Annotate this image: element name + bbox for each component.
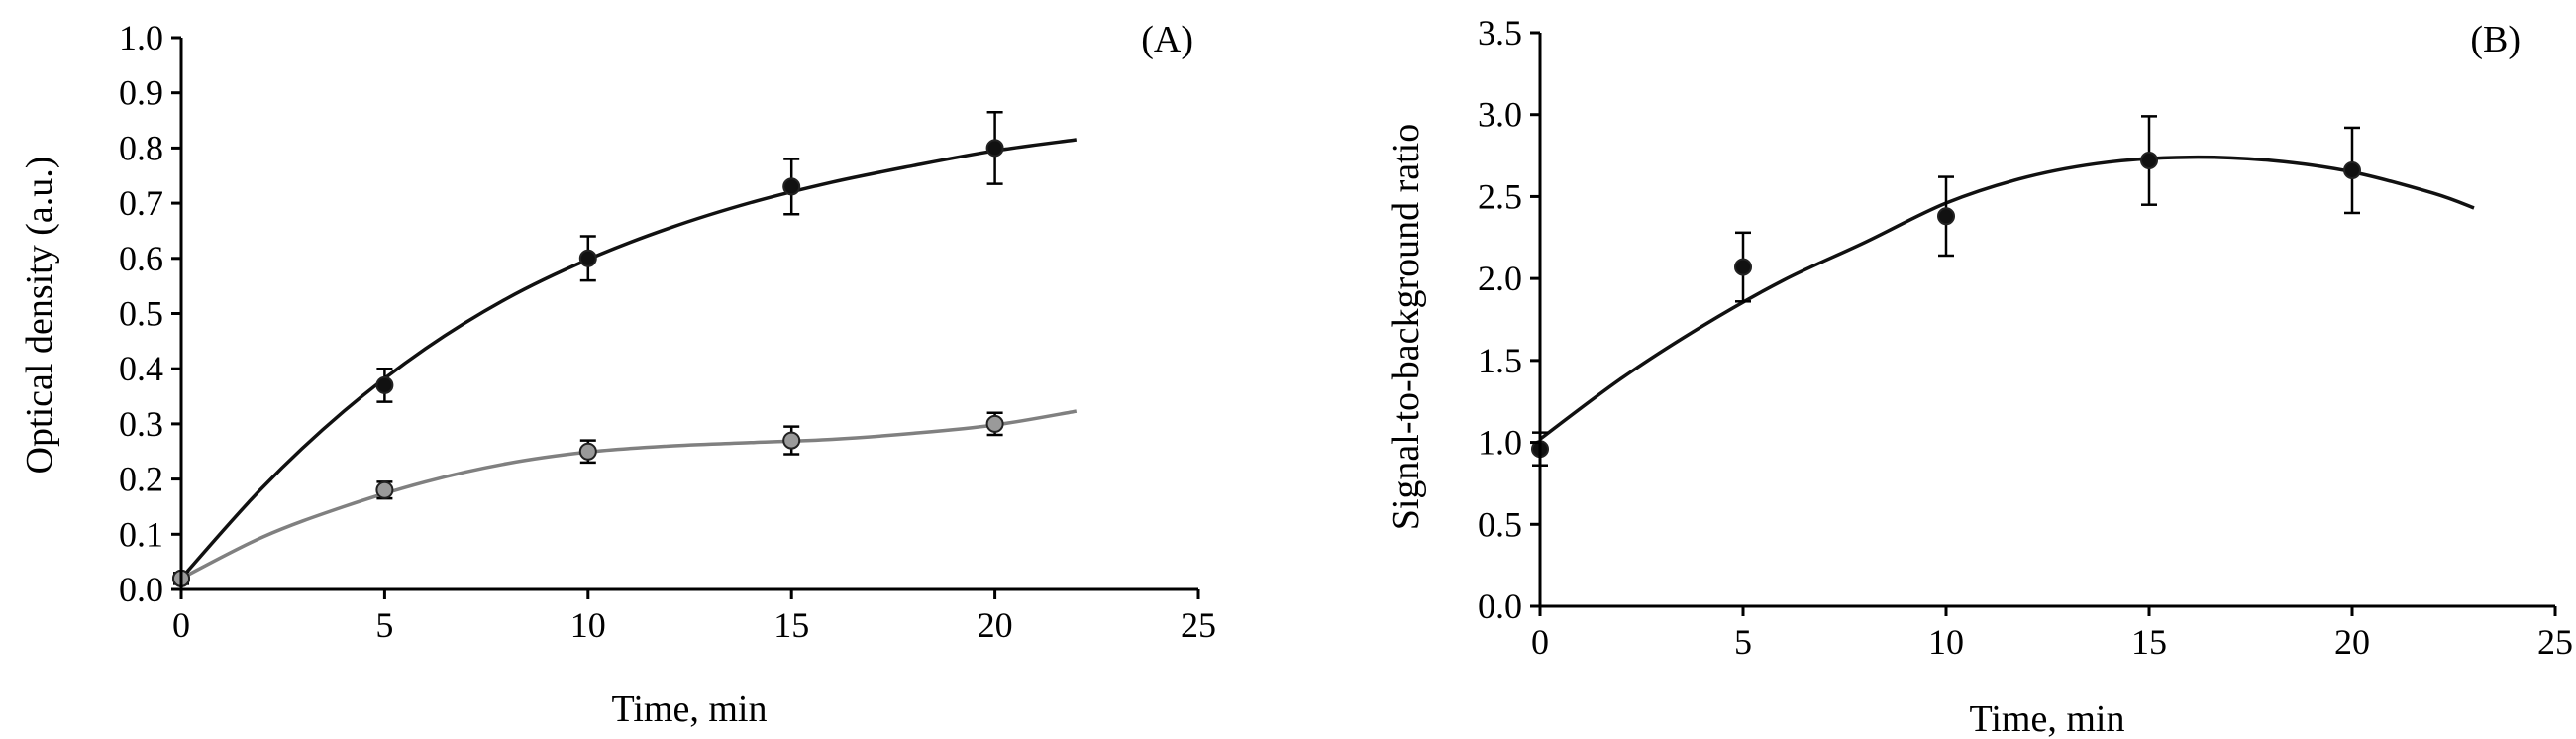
panel-b-x-axis-title: Time, min bbox=[1970, 698, 2125, 739]
panel-a-y-ticks: 0.0 0.1 0.2 0.3 0.4 0.5 0.6 0.7 0.8 0.9 1.0 bbox=[119, 18, 181, 609]
panel-a-y-tick-label: 0.5 bbox=[119, 294, 163, 334]
panel-b-y-tick-label: 2.0 bbox=[1478, 259, 1522, 298]
panel-a-series-1-data-point bbox=[578, 442, 597, 461]
panel-b-y-tick-label: 1.0 bbox=[1478, 423, 1522, 463]
panel-b-label: (B) bbox=[2470, 19, 2521, 60]
panel-b-y-axis-title: Signal-to-background ratio bbox=[1386, 124, 1427, 531]
panel-a-x-tick-label: 20 bbox=[978, 605, 1013, 645]
panel-a-y-tick-label: 0.8 bbox=[119, 128, 163, 167]
panel-a-x-tick-label: 15 bbox=[773, 605, 809, 645]
panel-a-series-0-data-point bbox=[375, 375, 394, 394]
panel-a-y-axis-title: Optical density (a.u.) bbox=[19, 157, 60, 475]
panel-a-x-tick-label: 10 bbox=[570, 605, 606, 645]
panel-b-plot-layer bbox=[1531, 115, 2475, 467]
panel-b-x-ticks: 0 5 10 15 20 25 bbox=[1531, 606, 2573, 662]
panel-a-x-tick-label: 25 bbox=[1181, 605, 1216, 645]
panel-a-x-axis-title: Time, min bbox=[612, 688, 768, 730]
panel-a-label: (A) bbox=[1141, 19, 1193, 60]
panel-a-y-tick-label: 0.2 bbox=[119, 460, 163, 499]
panel-b-series-0-data-point bbox=[2140, 152, 2158, 170]
panel-a-series-1-data-point bbox=[985, 414, 1004, 433]
panel-b-series-0-data-point bbox=[2343, 160, 2361, 179]
panel-b-x-tick-label: 15 bbox=[2131, 622, 2167, 662]
chart-panel-b: 0 5 10 15 20 25 0.0 0.5 1.0 1.5 2.0 2.5 3.0 3.5 Time… bbox=[1386, 13, 2573, 739]
panel-b-y-tick-label: 0.5 bbox=[1478, 504, 1522, 544]
panel-b-x-tick-label: 20 bbox=[2334, 622, 2370, 662]
panel-a-y-tick-label: 1.0 bbox=[119, 18, 163, 57]
panel-b-y-tick-label: 1.5 bbox=[1478, 341, 1522, 380]
chart-panel-a: 0 5 10 15 20 25 0.00.10.20.30.40.50.60.70.80.… bbox=[19, 18, 1216, 730]
panel-a-y-tick-label: 0.0 bbox=[119, 570, 163, 609]
panel-a-plot-layer bbox=[172, 110, 1078, 587]
panel-a-series-0-trend-line bbox=[179, 138, 1078, 581]
panel-a-y-tick-label: 0.9 bbox=[119, 73, 163, 113]
panel-a-series-1-data-point bbox=[375, 480, 394, 499]
panel-b-y-ticks: 0.0 0.5 1.0 1.5 2.0 2.5 3.0 3.5 bbox=[1478, 13, 1540, 626]
panel-b-y-tick-label: 3.0 bbox=[1478, 95, 1522, 135]
panel-a-y-tick-label: 0.6 bbox=[119, 239, 163, 278]
panel-a-y-tick-label: 0.1 bbox=[119, 514, 163, 554]
panel-a-series-0-data-point bbox=[782, 177, 801, 196]
panel-a-x-ticks: 0 5 10 15 20 25 bbox=[172, 589, 1216, 645]
panel-a-y-tick-label: 0.4 bbox=[119, 349, 163, 388]
panel-b-series-0-data-point bbox=[1734, 258, 1752, 276]
panel-a-series-0-data-point bbox=[985, 139, 1004, 158]
panel-a-y-tick-label: 0.7 bbox=[119, 183, 163, 223]
panel-b-series-0-trend-line bbox=[1538, 155, 2475, 441]
panel-b-x-tick-label: 25 bbox=[2537, 622, 2573, 662]
panel-a-series-1-data-point bbox=[782, 431, 801, 450]
panel-b-x-tick-label: 5 bbox=[1734, 622, 1752, 662]
panel-a-x-tick-label: 5 bbox=[375, 605, 393, 645]
panel-a-y-tick-label: 0.3 bbox=[119, 404, 163, 444]
panel-b-series-0-data-point bbox=[1937, 207, 1955, 226]
panel-a-series-1-trend-line bbox=[180, 409, 1078, 581]
panel-b-y-tick-label: 2.5 bbox=[1478, 176, 1522, 216]
panel-b-y-tick-label: 3.5 bbox=[1478, 13, 1522, 53]
panel-b-x-tick-label: 10 bbox=[1928, 622, 1964, 662]
panel-b-x-tick-label: 0 bbox=[1531, 622, 1549, 662]
panel-a-x-tick-label: 0 bbox=[172, 605, 190, 645]
panel-a-series-0-data-point bbox=[578, 249, 597, 267]
panel-b-y-tick-label: 0.0 bbox=[1478, 586, 1522, 626]
